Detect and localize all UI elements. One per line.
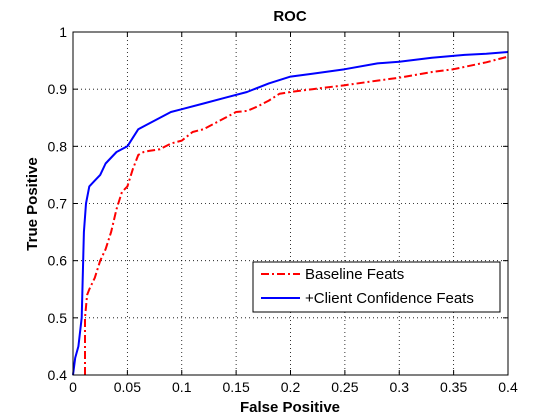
legend-label-client: +Client Confidence Feats [305, 290, 474, 307]
y-tick-label: 0.9 [48, 81, 68, 97]
x-tick-label: 0.05 [114, 379, 141, 395]
legend: Baseline Feats +Client Confidence Feats [252, 261, 501, 313]
x-tick-labels: 0 0.05 0.1 0.15 0.2 0.25 0.3 0.35 0.4 [69, 379, 518, 395]
series-line-client-confidence [72, 51, 509, 376]
y-tick-labels: 0.4 0.5 0.6 0.7 0.8 0.9 1 [48, 24, 68, 383]
x-tick-label: 0.35 [440, 379, 467, 395]
x-tick-label: 0.2 [281, 379, 301, 395]
series-line-baseline [84, 55, 509, 375]
x-tick-label: 0.4 [498, 379, 518, 395]
y-tick-label: 0.4 [48, 367, 68, 383]
x-tick-label: 0 [69, 379, 77, 395]
x-tick-label: 0.3 [390, 379, 410, 395]
chart-title: ROC [273, 8, 307, 25]
x-axis-title: False Positive [240, 399, 340, 416]
legend-box [252, 261, 501, 313]
plot-area [73, 32, 508, 375]
x-tick-label: 0.25 [331, 379, 358, 395]
x-tick-label: 0.1 [172, 379, 192, 395]
y-tick-label: 0.6 [48, 253, 68, 269]
x-tick-label: 0.15 [223, 379, 250, 395]
tick-marks [72, 31, 509, 376]
y-tick-label: 1 [59, 24, 67, 40]
legend-label-baseline: Baseline Feats [305, 266, 404, 283]
y-axis-title: True Positive [24, 157, 41, 250]
series-layer [72, 51, 509, 376]
y-tick-label: 0.8 [48, 138, 68, 154]
y-tick-label: 0.5 [48, 310, 68, 326]
y-tick-label: 0.7 [48, 196, 68, 212]
